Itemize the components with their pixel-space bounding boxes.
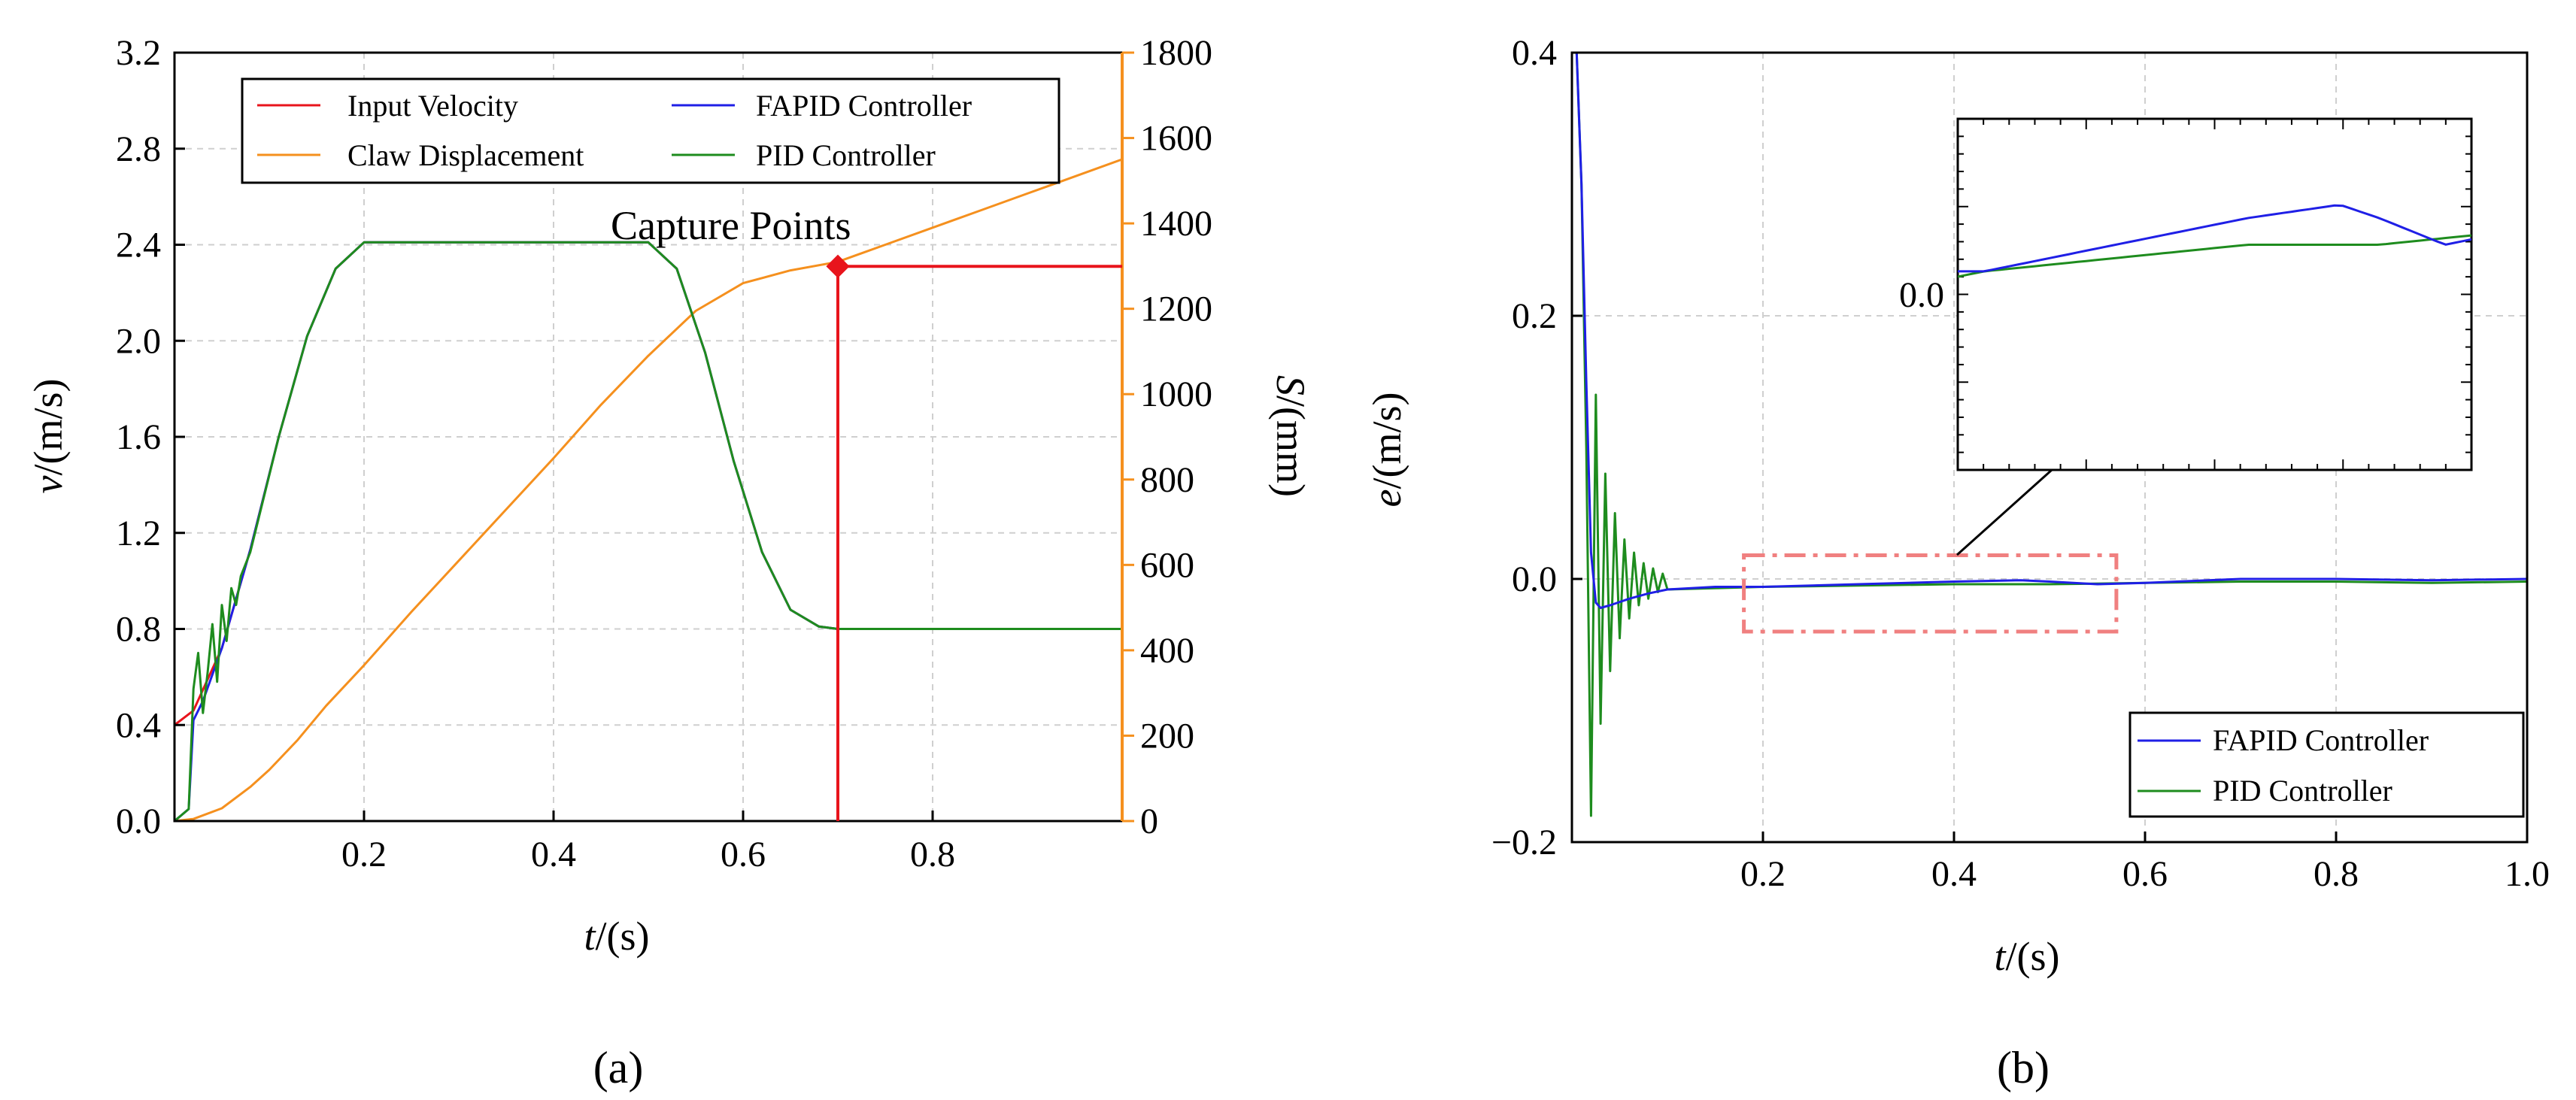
inset-frame <box>1956 117 2473 471</box>
panel-a-chart: 0.2 0.4 0.6 0.8 0.0 0.4 0.8 1.2 1.6 2.0 2.4 2.8 3.2 0… <box>26 33 1313 1092</box>
legend-label-pid-b: PID Controller <box>2213 774 2392 808</box>
panel-b-y-axis-label: e/(m/s) <box>1364 392 1409 508</box>
panel-a-series-pid-controller <box>174 241 1122 821</box>
panel-a-y-right-tick-label: 800 <box>1140 460 1194 500</box>
panel-a-x-tick-label: 0.8 <box>910 835 955 874</box>
inset-series-pid-controller <box>1958 234 2471 278</box>
panel-a-y-left-tick-label: 1.6 <box>116 417 161 457</box>
panel-a-y-right-tick-label: 400 <box>1140 631 1194 671</box>
panel-a-series-fapid-controller <box>174 241 1122 821</box>
panel-b-ticks: 0.2 0.4 0.6 0.8 1.0 −0.2 0.0 0.2 0.4 <box>1491 33 2550 894</box>
panel-a-x-tick-label: 0.6 <box>721 835 766 874</box>
panel-a-y-left-tick-label: 0.4 <box>116 705 161 745</box>
panel-a-y-left-tick-label: 0.0 <box>116 802 161 841</box>
panel-b-legend: FAPID Controller PID Controller <box>2128 711 2525 818</box>
panel-b-x-tick-label: 0.4 <box>1931 854 1977 894</box>
panel-a-y-right-tick-label: 1800 <box>1140 33 1212 73</box>
inset-series <box>1958 204 2471 278</box>
panel-a-y-left-tick-label: 2.8 <box>116 129 161 169</box>
legend-label-fapid-a: FAPID Controller <box>756 89 972 123</box>
panel-b-legend-box <box>2128 711 2525 818</box>
panel-b-plot-frame <box>1570 51 2529 844</box>
panel-a-y-right-tick-label: 0 <box>1140 802 1158 841</box>
panel-b-series <box>1572 53 2527 817</box>
panel-a-y-left-tick-label: 0.8 <box>116 610 161 650</box>
panel-b-y-tick-label: −0.2 <box>1491 823 1557 862</box>
panel-b-y-tick-label: 0.4 <box>1512 33 1557 73</box>
panel-b-x-tick-label: 0.8 <box>2314 854 2359 894</box>
panel-a-y-right-tick-label: 600 <box>1140 545 1194 585</box>
panel-a-y-left-label: v/(m/s) <box>26 379 71 494</box>
panel-a-y-left-tick-label: 1.2 <box>116 514 161 553</box>
panel-b-label: (b) <box>1997 1043 2050 1092</box>
panel-b-x-tick-label: 0.2 <box>1740 854 1786 894</box>
panel-a-ticks: 0.2 0.4 0.6 0.8 0.0 0.4 0.8 1.2 1.6 2.0 2.4 2.8 3.2 0… <box>116 33 1212 874</box>
inset-y-tick-label: 0.0 <box>1899 275 1944 315</box>
panel-a-x-tick-label: 0.4 <box>531 835 576 874</box>
zoom-region-box <box>1742 553 2119 634</box>
panel-a-y-right-tick-label: 1400 <box>1140 204 1212 244</box>
panel-b-series-fapid-controller <box>1572 53 2527 609</box>
panel-a-y-right-tick-label: 1600 <box>1140 119 1212 159</box>
legend-label-input-velocity: Input Velocity <box>347 89 518 123</box>
legend-label-fapid-b: FAPID Controller <box>2213 723 2429 757</box>
panel-a-legend-box <box>241 77 1060 184</box>
inset-ticks <box>1957 118 2472 471</box>
panel-b-series-pid-controller <box>1572 53 2527 817</box>
panel-a-y-right-tick-label: 1200 <box>1140 289 1212 329</box>
panel-a-y-left-tick-label: 2.4 <box>116 226 161 265</box>
panel-b-x-axis-label: t/(s) <box>1995 934 2060 979</box>
panel-b-y-tick-label: 0.2 <box>1512 296 1557 336</box>
panel-b-x-tick-label: 1.0 <box>2505 854 2550 894</box>
panel-b-chart: 0.2 0.4 0.6 0.8 1.0 −0.2 0.0 0.2 0.4 0.0 FAPID C… <box>1364 33 2550 1092</box>
legend-label-pid-a: PID Controller <box>756 138 936 172</box>
panel-b-y-tick-label: 0.0 <box>1512 559 1557 599</box>
panel-a-y-left-tick-label: 2.0 <box>116 321 161 361</box>
panel-a-y-right-tick-label: 200 <box>1140 716 1194 756</box>
inset-series-fapid-controller <box>1958 204 2471 273</box>
panel-a-x-axis-label: t/(s) <box>584 914 650 959</box>
panel-a-series <box>174 158 1122 821</box>
panel-a-label: (a) <box>593 1043 644 1092</box>
inset-plot: 0.0 <box>1899 117 2473 471</box>
panel-a-legend: Input Velocity Claw Displacement FAPID C… <box>241 77 1060 184</box>
panel-a-y-left-tick-label: 3.2 <box>116 33 161 73</box>
panel-a-series-claw-displacement <box>174 158 1122 821</box>
panel-b-x-tick-label: 0.6 <box>2122 854 2168 894</box>
legend-label-claw-displacement: Claw Displacement <box>347 138 584 172</box>
panel-a-y-right-tick-label: 1000 <box>1140 374 1212 414</box>
capture-point-marker <box>826 254 850 278</box>
panel-a-y-right-label: S/(mm) <box>1268 375 1313 497</box>
panel-a-x-tick-label: 0.2 <box>341 835 387 874</box>
capture-points-annotation: Capture Points <box>611 203 851 248</box>
